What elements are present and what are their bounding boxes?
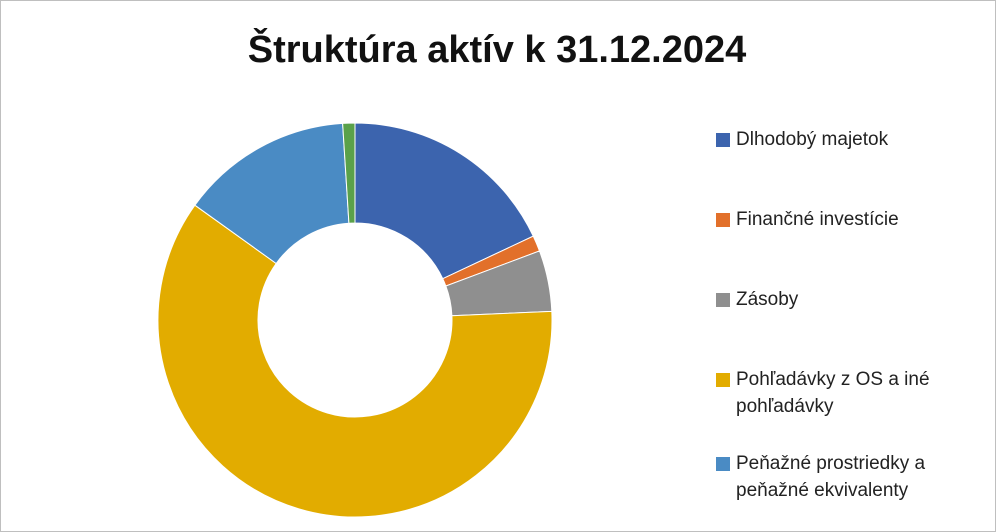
legend-label: Zásoby [736,289,799,310]
legend-item: Dlhodobý majetok [716,126,986,206]
donut-slice [342,122,356,224]
chart-title: Štruktúra aktív k 31.12.2024 [248,26,747,71]
legend-label: Pohľadávky z OS a iné pohľadávky [736,369,930,417]
legend-item: Finančné investície [716,206,986,286]
donut-slice [157,204,553,518]
legend-swatch [716,373,730,387]
legend-item: Pohľadávky z OS a iné pohľadávky [716,366,986,450]
legend-label: Peňažné prostriedky a peňažné ekvivalent… [736,453,926,501]
legend-swatch [716,457,730,471]
legend-item: Zásoby [716,286,986,366]
legend-item: Peňažné prostriedky a peňažné ekvivalent… [716,450,986,532]
legend-swatch [716,213,730,227]
legend-label: Finančné investície [736,209,899,230]
donut-slice [354,122,534,280]
legend-swatch [716,293,730,307]
legend-label: Dlhodobý majetok [736,129,889,150]
legend: Dlhodobý majetok Finančné investície Zásob… [716,126,986,532]
legend-swatch [716,133,730,147]
